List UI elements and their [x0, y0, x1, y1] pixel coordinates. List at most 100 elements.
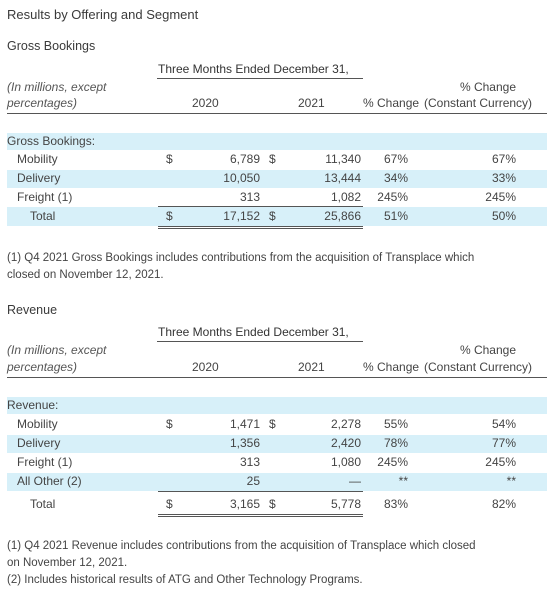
gross-section-title: Gross Bookings	[7, 39, 96, 53]
pct-change: 34%	[383, 171, 408, 185]
pct-change-cc: 54%	[491, 417, 516, 431]
revenue-subtotal-rule	[158, 491, 363, 492]
revenue-section-title: Revenue	[7, 303, 58, 317]
revenue-col-pctcc-line2: (Constant Currency)	[424, 360, 533, 374]
revenue-footnote-2: (2) Includes historical results of ATG a…	[7, 574, 363, 586]
revenue-header-rule	[7, 377, 547, 378]
value-2021: —	[349, 474, 361, 488]
table-row: Mobility $ 1,471 $ 2,278 55% 54%	[0, 416, 554, 433]
value-2020: 6,789	[229, 152, 260, 166]
pct-change-cc: **	[506, 474, 516, 488]
gross-footnote-line2: closed on November 12, 2021.	[7, 269, 164, 281]
value-2020: 10,050	[223, 171, 260, 185]
table-row: All Other (2) 25 — ** **	[0, 473, 554, 490]
value-2020: 313	[239, 455, 260, 469]
gross-total-band	[7, 207, 547, 226]
gross-header-rule	[7, 113, 547, 114]
gross-col-pctcc-line2: (Constant Currency)	[424, 96, 533, 110]
value-2021: 13,444	[324, 171, 361, 185]
total-2020: 17,152	[223, 209, 260, 223]
total-2021: 5,778	[330, 497, 361, 511]
dollar-sign: $	[269, 209, 276, 223]
total-2020: 3,165	[229, 497, 260, 511]
row-label: Mobility	[17, 417, 58, 431]
value-2021: 11,340	[325, 152, 361, 166]
revenue-col-pct: % Change	[363, 360, 420, 374]
gross-group-band	[7, 133, 547, 150]
revenue-unit-note-line1: (In millions, except	[7, 343, 107, 357]
gross-col-pctcc-line1: % Change	[459, 80, 516, 94]
table-row-total: Total $ 3,165 $ 5,778 83% 82%	[0, 496, 554, 513]
gross-group-row: Gross Bookings:	[0, 133, 554, 150]
pct-change-cc: 67%	[491, 152, 516, 166]
gross-period-underline	[157, 78, 363, 79]
pct-change: 55%	[383, 417, 408, 431]
pct-change-cc: 33%	[491, 171, 516, 185]
row-label: Mobility	[17, 152, 58, 166]
revenue-group-band	[7, 397, 547, 414]
row-label: Freight (1)	[17, 455, 73, 469]
value-2021: 2,420	[330, 436, 361, 450]
revenue-total-rule-2	[158, 516, 363, 517]
row-label: Delivery	[17, 436, 61, 450]
dollar-sign: $	[269, 152, 276, 166]
gross-unit-note-line2: percentages)	[7, 96, 78, 110]
gross-subtotal-rule	[158, 206, 363, 207]
pct-change-cc: 245%	[485, 190, 516, 204]
revenue-total-rule-1	[158, 514, 363, 515]
gross-col-pct: % Change	[363, 96, 420, 110]
table-row-total: Total $ 17,152 $ 25,866 51% 50%	[0, 208, 554, 225]
gross-period-header: Three Months Ended December 31,	[158, 62, 349, 76]
revenue-group-label: Revenue:	[7, 398, 59, 412]
pct-change: 245%	[377, 455, 408, 469]
dollar-sign: $	[166, 497, 173, 511]
table-row: Freight (1) 313 1,080 245% 245%	[0, 454, 554, 471]
row-label: Freight (1)	[17, 190, 73, 204]
row-label: All Other (2)	[17, 474, 82, 488]
value-2021: 1,082	[330, 190, 361, 204]
total-pct-change: 51%	[383, 209, 408, 223]
total-pct-change-cc: 50%	[491, 209, 516, 223]
dollar-sign: $	[269, 497, 276, 511]
value-2021: 2,278	[330, 417, 361, 431]
gross-stripe-band	[7, 170, 547, 188]
pct-change: **	[398, 474, 408, 488]
gross-total-rule-1	[158, 226, 363, 227]
dollar-sign: $	[166, 417, 173, 431]
gross-total-rule-2	[158, 228, 363, 229]
gross-col-2020: 2020	[192, 96, 219, 110]
total-pct-change: 83%	[383, 497, 408, 511]
table-row: Freight (1) 313 1,082 245% 245%	[0, 189, 554, 206]
dollar-sign: $	[269, 417, 276, 431]
revenue-period-header: Three Months Ended December 31,	[158, 325, 349, 339]
gross-group-label: Gross Bookings:	[7, 134, 96, 148]
page-title: Results by Offering and Segment	[7, 7, 199, 22]
dollar-sign: $	[166, 152, 173, 166]
revenue-group-row: Revenue:	[0, 397, 554, 414]
revenue-col-pctcc-line1: % Change	[459, 343, 516, 357]
table-row: Mobility $ 6,789 $ 11,340 67% 67%	[0, 151, 554, 168]
dollar-sign: $	[166, 209, 173, 223]
pct-change: 78%	[383, 436, 408, 450]
revenue-stripe-band-1	[7, 435, 547, 453]
gross-col-2021: 2021	[298, 96, 325, 110]
revenue-stripe-band-2	[7, 473, 547, 491]
row-label: Delivery	[17, 171, 61, 185]
total-label: Total	[30, 497, 56, 511]
revenue-period-underline	[157, 341, 363, 342]
pct-change-cc: 245%	[485, 455, 516, 469]
pct-change-cc: 77%	[491, 436, 516, 450]
value-2020: 313	[239, 190, 260, 204]
total-pct-change-cc: 82%	[491, 497, 516, 511]
gross-footnote-line1: (1) Q4 2021 Gross Bookings includes cont…	[7, 252, 475, 264]
pct-change: 67%	[383, 152, 408, 166]
total-label: Total	[30, 209, 56, 223]
revenue-footnote-1-line1: (1) Q4 2021 Revenue includes contributio…	[7, 540, 476, 552]
gross-unit-note-line1: (In millions, except	[7, 80, 107, 94]
total-2021: 25,866	[324, 209, 361, 223]
value-2021: 1,080	[330, 455, 361, 469]
table-row: Delivery 10,050 13,444 34% 33%	[0, 170, 554, 187]
value-2020: 25	[246, 474, 260, 488]
revenue-unit-note-line2: percentages)	[7, 360, 78, 374]
revenue-footnote-1-line2: on November 12, 2021.	[7, 557, 128, 569]
